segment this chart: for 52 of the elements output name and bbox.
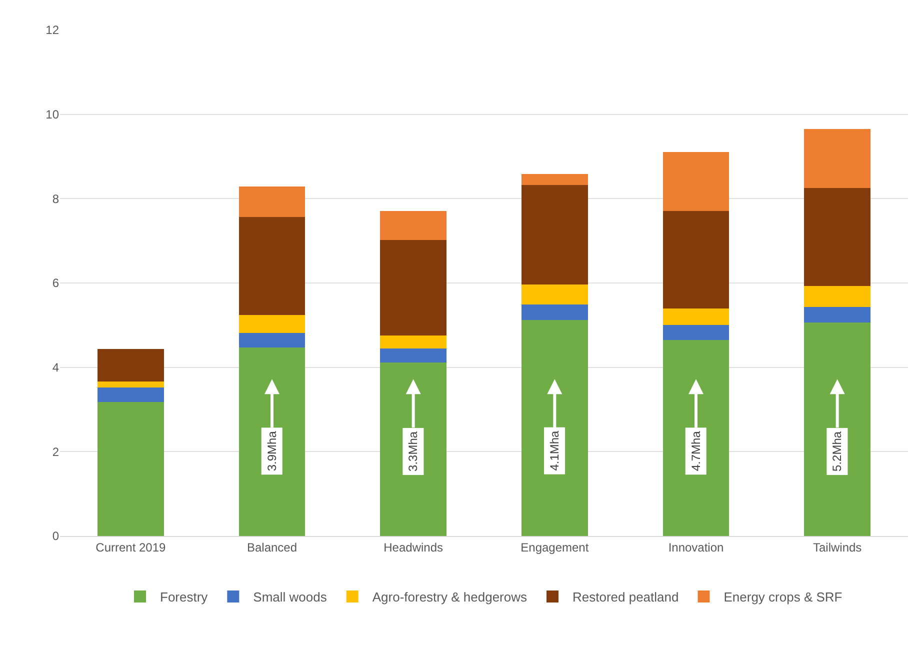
y-tick-label: 12 [46, 23, 60, 38]
y-tick-label: 6 [52, 276, 60, 290]
bar [380, 348, 447, 363]
bar [380, 240, 447, 336]
bar [662, 152, 730, 211]
bar [521, 284, 588, 305]
bar [662, 308, 730, 326]
bar [662, 210, 730, 309]
legend-label: Energy crops & SRF [724, 590, 842, 605]
bar [238, 217, 306, 316]
bar [804, 322, 871, 536]
bar [521, 185, 588, 284]
legend-label: Restored peatland [572, 590, 679, 605]
bar [804, 129, 871, 188]
bar [521, 174, 588, 186]
bar [238, 315, 306, 334]
legend-label: Agro-forestry & hedgerows [372, 590, 528, 605]
bar [804, 188, 871, 286]
bar [380, 210, 447, 240]
bar [97, 402, 164, 536]
bar [662, 340, 730, 536]
x-tick-label: Balanced [246, 540, 298, 554]
y-tick-label: 0 [52, 529, 60, 544]
bar [521, 320, 588, 536]
y-tick-label: 4 [52, 360, 60, 375]
bar [380, 362, 447, 536]
legend-label: Forestry [160, 590, 208, 605]
x-tick-label: Current 2019 [96, 540, 166, 554]
bar [238, 186, 306, 218]
bar [97, 381, 164, 388]
annotation: 5.2Mha [830, 431, 844, 472]
bar [97, 388, 164, 402]
x-tick-label: Innovation [668, 540, 724, 554]
bar [380, 335, 447, 348]
y-tick-label: 2 [52, 444, 60, 459]
bar [804, 307, 871, 323]
annotation: 3.9Mha [264, 430, 279, 472]
bar [521, 304, 588, 320]
bar [97, 349, 164, 382]
annotation: 4.7Mha [688, 430, 703, 472]
bar [662, 325, 730, 340]
x-tick-label: Tailwinds [812, 540, 862, 554]
bar [238, 333, 306, 348]
bar [804, 286, 871, 308]
x-tick-label: Engagement [520, 540, 590, 554]
annotation: 3.3Mha [406, 431, 420, 472]
bar [238, 348, 306, 536]
legend-label: Small woods [253, 590, 328, 605]
x-tick-label: Headwinds [384, 540, 444, 554]
y-tick-label: 8 [52, 192, 60, 206]
y-tick-label: 10 [46, 108, 60, 122]
annotation: 4.1Mha [548, 430, 562, 471]
